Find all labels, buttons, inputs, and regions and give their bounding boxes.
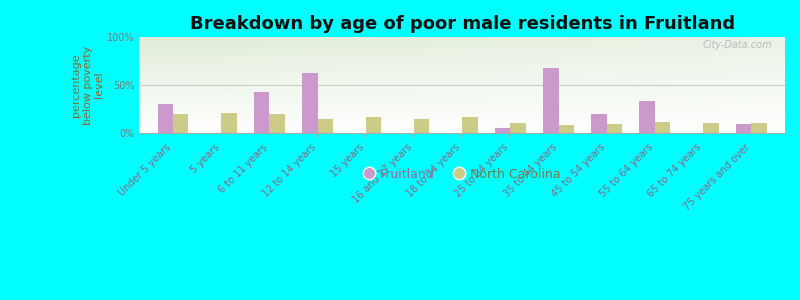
Bar: [736, 124, 751, 133]
Bar: [495, 128, 510, 133]
Bar: [414, 119, 430, 133]
Bar: [173, 114, 189, 133]
Bar: [222, 113, 237, 133]
Bar: [591, 114, 606, 133]
Bar: [703, 122, 718, 133]
Bar: [558, 125, 574, 133]
Bar: [270, 114, 285, 133]
Bar: [543, 68, 558, 133]
Bar: [254, 92, 270, 133]
Title: Breakdown by age of poor male residents in Fruitland: Breakdown by age of poor male residents …: [190, 15, 734, 33]
Bar: [639, 101, 655, 133]
Bar: [366, 117, 382, 133]
Bar: [302, 73, 318, 133]
Bar: [606, 124, 622, 133]
Bar: [751, 122, 766, 133]
Bar: [510, 124, 526, 133]
Bar: [158, 104, 173, 133]
Legend: Fruitland, North Carolina: Fruitland, North Carolina: [359, 163, 566, 186]
Bar: [462, 117, 478, 133]
Bar: [318, 119, 333, 133]
Text: City-Data.com: City-Data.com: [702, 40, 772, 50]
Bar: [655, 122, 670, 133]
Y-axis label: percentage
below poverty
level: percentage below poverty level: [71, 46, 104, 125]
